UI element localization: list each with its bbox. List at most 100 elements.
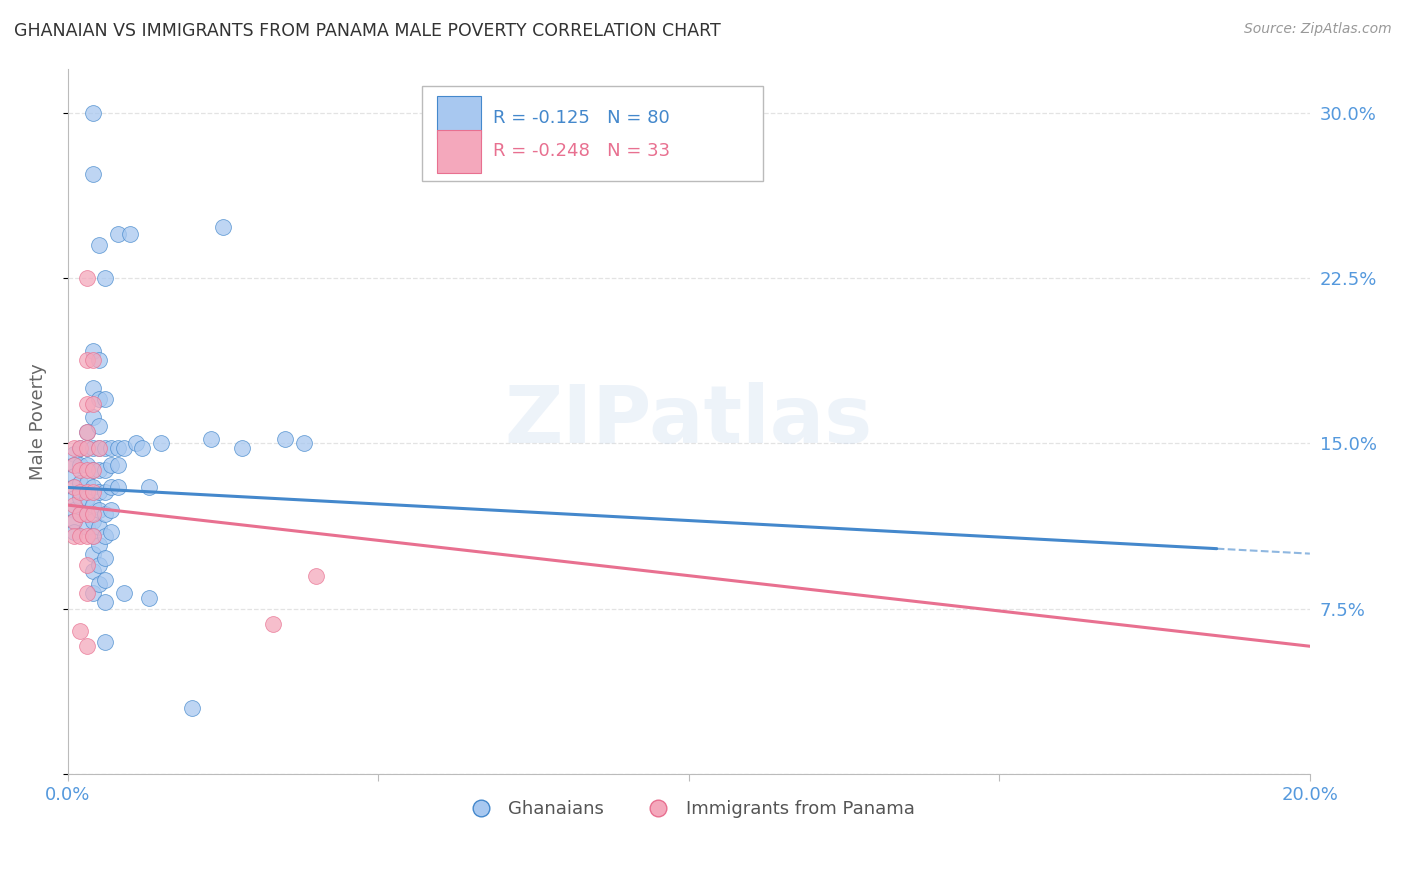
- Y-axis label: Male Poverty: Male Poverty: [30, 363, 46, 480]
- Point: [87, 463, 110, 477]
- Point: [63, 502, 86, 516]
- Point: [76, 507, 98, 521]
- Point: [82, 441, 104, 455]
- Point: [82, 498, 104, 512]
- Point: [82, 167, 104, 181]
- Text: GHANAIAN VS IMMIGRANTS FROM PANAMA MALE POVERTY CORRELATION CHART: GHANAIAN VS IMMIGRANTS FROM PANAMA MALE …: [14, 22, 721, 40]
- Point: [69, 484, 91, 499]
- Point: [107, 458, 129, 473]
- Point: [87, 577, 110, 591]
- Point: [63, 524, 86, 539]
- Point: [76, 476, 98, 491]
- Point: [76, 271, 98, 285]
- Point: [63, 529, 86, 543]
- Point: [69, 458, 91, 473]
- Point: [82, 586, 104, 600]
- Point: [274, 432, 297, 446]
- Point: [76, 397, 98, 411]
- FancyBboxPatch shape: [437, 96, 481, 139]
- Point: [82, 480, 104, 494]
- Point: [76, 352, 98, 367]
- Point: [87, 502, 110, 516]
- Point: [82, 547, 104, 561]
- Point: [76, 586, 98, 600]
- Point: [262, 617, 284, 632]
- Point: [76, 441, 98, 455]
- Point: [100, 502, 122, 516]
- Point: [82, 381, 104, 395]
- Point: [82, 352, 104, 367]
- Text: R = -0.125   N = 80: R = -0.125 N = 80: [492, 109, 669, 127]
- Point: [82, 529, 104, 543]
- Point: [87, 441, 110, 455]
- Point: [69, 476, 91, 491]
- Point: [82, 343, 104, 358]
- Point: [292, 436, 315, 450]
- FancyBboxPatch shape: [437, 130, 481, 173]
- Point: [76, 463, 98, 477]
- Point: [63, 498, 86, 512]
- Text: Source: ZipAtlas.com: Source: ZipAtlas.com: [1244, 22, 1392, 37]
- Point: [94, 271, 117, 285]
- Point: [100, 524, 122, 539]
- Point: [94, 484, 117, 499]
- Point: [63, 480, 86, 494]
- Point: [69, 463, 91, 477]
- Point: [76, 441, 98, 455]
- Point: [212, 220, 235, 235]
- Point: [82, 409, 104, 424]
- Point: [63, 447, 86, 461]
- Point: [87, 558, 110, 572]
- Point: [69, 529, 91, 543]
- Point: [82, 397, 104, 411]
- Point: [82, 484, 104, 499]
- Point: [94, 463, 117, 477]
- Point: [69, 491, 91, 506]
- Point: [63, 458, 86, 473]
- Point: [125, 436, 148, 450]
- Point: [63, 441, 86, 455]
- Point: [87, 484, 110, 499]
- Point: [231, 441, 253, 455]
- Point: [63, 491, 86, 506]
- Point: [138, 591, 160, 605]
- Point: [200, 432, 222, 446]
- Point: [112, 441, 135, 455]
- Point: [82, 507, 104, 521]
- Point: [82, 564, 104, 578]
- Point: [82, 529, 104, 543]
- Point: [94, 551, 117, 566]
- Point: [131, 441, 153, 455]
- Point: [63, 514, 86, 528]
- Point: [138, 480, 160, 494]
- Point: [94, 595, 117, 609]
- Point: [76, 425, 98, 440]
- Point: [76, 507, 98, 521]
- Point: [76, 458, 98, 473]
- Point: [107, 441, 129, 455]
- Point: [305, 568, 328, 582]
- Point: [94, 441, 117, 455]
- Point: [69, 441, 91, 455]
- Point: [76, 558, 98, 572]
- Text: R = -0.248   N = 33: R = -0.248 N = 33: [492, 143, 669, 161]
- Point: [76, 529, 98, 543]
- Point: [150, 436, 173, 450]
- Point: [112, 586, 135, 600]
- Point: [82, 463, 104, 477]
- Point: [87, 352, 110, 367]
- Point: [63, 458, 86, 473]
- Point: [94, 573, 117, 587]
- Legend: Ghanaians, Immigrants from Panama: Ghanaians, Immigrants from Panama: [456, 793, 922, 825]
- Point: [63, 514, 86, 528]
- Point: [69, 507, 91, 521]
- Point: [181, 701, 204, 715]
- Point: [69, 507, 91, 521]
- Point: [87, 238, 110, 252]
- Point: [94, 392, 117, 407]
- Point: [76, 425, 98, 440]
- Point: [76, 639, 98, 653]
- Point: [69, 441, 91, 455]
- Point: [94, 635, 117, 649]
- Point: [63, 469, 86, 483]
